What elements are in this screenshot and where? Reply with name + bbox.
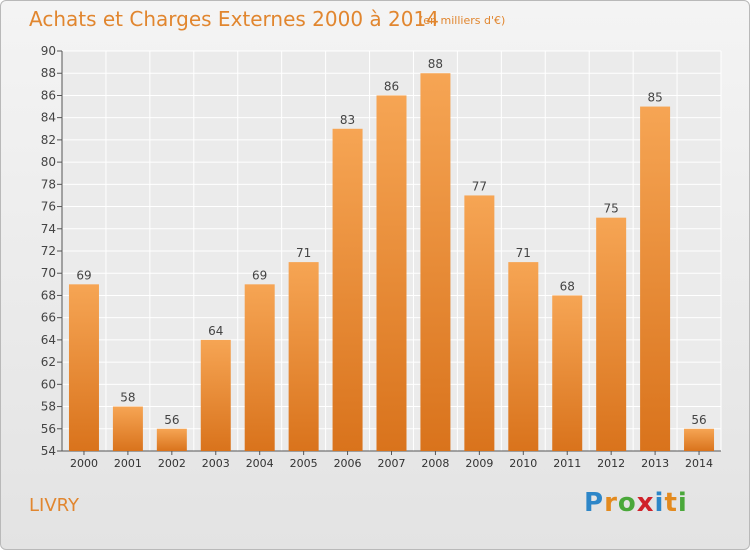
y-tick-label: 68 <box>41 288 56 302</box>
bar <box>68 284 99 451</box>
y-tick-label: 64 <box>41 333 56 347</box>
x-tick-label: 2012 <box>597 457 625 470</box>
bar <box>244 284 275 451</box>
y-tick-label: 70 <box>41 266 56 280</box>
bar <box>376 95 407 451</box>
y-tick-label: 62 <box>41 355 56 369</box>
town-label: LIVRY <box>29 495 80 516</box>
data-label: 64 <box>208 324 223 338</box>
data-label: 85 <box>647 91 662 105</box>
bar <box>552 295 583 451</box>
data-label: 69 <box>76 268 91 282</box>
logo-letter: t <box>664 488 678 518</box>
logo-letter: P <box>584 488 605 518</box>
y-tick-label: 60 <box>41 377 56 391</box>
logo-letter: o <box>617 488 637 518</box>
y-tick-label: 80 <box>41 155 56 169</box>
bar <box>508 262 539 451</box>
data-label: 71 <box>516 246 531 260</box>
x-tick-label: 2004 <box>246 457 274 470</box>
bar <box>112 406 143 451</box>
y-tick-label: 54 <box>41 444 56 458</box>
x-tick-label: 2001 <box>114 457 142 470</box>
y-tick-label: 90 <box>41 44 56 58</box>
x-tick-label: 2002 <box>158 457 186 470</box>
bar <box>156 428 187 451</box>
x-tick-label: 2011 <box>553 457 581 470</box>
data-label: 86 <box>384 79 399 93</box>
x-tick-label: 2006 <box>334 457 362 470</box>
data-label: 68 <box>560 279 575 293</box>
y-tick-label: 84 <box>41 111 56 125</box>
x-tick-label: 2007 <box>378 457 406 470</box>
x-tick-label: 2008 <box>421 457 449 470</box>
data-label: 58 <box>120 391 135 405</box>
bar <box>288 262 319 451</box>
data-label: 83 <box>340 113 355 127</box>
logo-letter: i <box>654 488 665 518</box>
x-tick-label: 2013 <box>641 457 669 470</box>
y-tick-label: 76 <box>41 200 56 214</box>
bar <box>640 106 671 452</box>
data-label: 77 <box>472 179 487 193</box>
y-tick-label: 72 <box>41 244 56 258</box>
x-tick-label: 2003 <box>202 457 230 470</box>
bar <box>464 195 495 451</box>
bar <box>596 217 627 451</box>
y-tick-label: 82 <box>41 133 56 147</box>
x-tick-label: 2010 <box>509 457 537 470</box>
logo-letter: i <box>677 488 688 518</box>
bar <box>200 339 231 451</box>
y-tick-label: 78 <box>41 177 56 191</box>
bar <box>684 428 715 451</box>
data-label: 69 <box>252 268 267 282</box>
y-tick-label: 56 <box>41 422 56 436</box>
y-tick-label: 86 <box>41 88 56 102</box>
data-label: 56 <box>691 413 706 427</box>
y-tick-label: 66 <box>41 311 56 325</box>
x-tick-label: 2000 <box>70 457 98 470</box>
logo-letter: r <box>604 488 618 518</box>
bar <box>332 128 363 451</box>
chart-title: Achats et Charges Externes 2000 à 2014 <box>29 7 439 31</box>
data-label: 88 <box>428 57 443 71</box>
logo-letter: x <box>636 488 655 518</box>
bar <box>420 73 451 451</box>
data-label: 71 <box>296 246 311 260</box>
x-tick-label: 2005 <box>290 457 318 470</box>
data-label: 56 <box>164 413 179 427</box>
proxiti-logo: Proxiti <box>584 488 688 518</box>
chart-subtitle: (en milliers d'€) <box>419 14 506 27</box>
x-tick-label: 2009 <box>465 457 493 470</box>
y-tick-label: 88 <box>41 66 56 80</box>
y-tick-label: 58 <box>41 400 56 414</box>
y-tick-label: 74 <box>41 222 56 236</box>
data-label: 75 <box>604 202 619 216</box>
x-tick-label: 2014 <box>685 457 713 470</box>
